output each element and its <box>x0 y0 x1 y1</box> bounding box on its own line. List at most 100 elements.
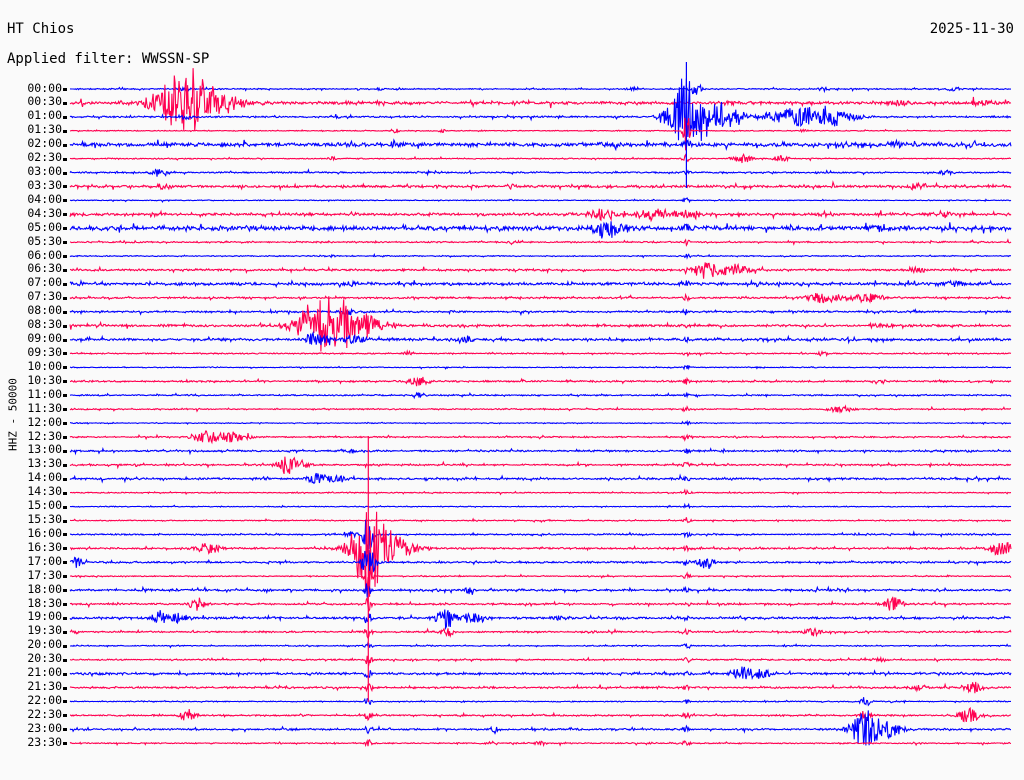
time-row-label: 06:30 <box>27 261 62 276</box>
row-tick-mark <box>63 227 67 231</box>
time-row-label: 21:30 <box>27 679 62 694</box>
seismic-trace <box>69 364 1012 371</box>
row-tick-mark <box>63 129 67 133</box>
row-tick-mark <box>63 644 67 648</box>
row-tick-mark <box>63 742 67 746</box>
time-row-label: 20:30 <box>27 651 62 666</box>
row-tick-mark <box>63 101 67 105</box>
time-row-label: 21:00 <box>27 665 62 680</box>
time-row-label: 15:00 <box>27 498 62 513</box>
time-row-label: 10:30 <box>27 372 62 387</box>
time-row-label: 18:30 <box>27 595 62 610</box>
row-tick-mark <box>63 449 67 453</box>
seismic-trace <box>69 278 1012 289</box>
time-row-label: 07:00 <box>27 275 62 290</box>
seismic-trace <box>69 330 1012 346</box>
row-tick-mark <box>63 157 67 161</box>
seismic-trace <box>69 138 1012 152</box>
row-tick-mark <box>63 533 67 537</box>
seismic-trace <box>69 252 1012 260</box>
row-tick-mark <box>63 213 67 217</box>
seismic-trace <box>69 221 1012 239</box>
seismic-trace <box>69 447 1012 456</box>
time-row-label: 00:30 <box>27 94 62 109</box>
time-row-label: 17:30 <box>27 567 62 582</box>
time-row-label: 08:30 <box>27 317 62 332</box>
row-tick-mark <box>63 686 67 690</box>
seismic-trace <box>69 376 1012 387</box>
time-row-label: 13:00 <box>27 442 62 457</box>
seismic-trace <box>69 296 1012 352</box>
seismic-trace <box>69 391 1012 400</box>
time-row-label: 01:30 <box>27 122 62 137</box>
row-tick-mark <box>63 338 67 342</box>
row-tick-mark <box>63 394 67 398</box>
seismic-trace <box>69 307 1012 317</box>
row-tick-mark <box>63 575 67 579</box>
seismic-trace <box>69 78 1012 142</box>
seismic-trace <box>69 596 1011 613</box>
seismic-trace <box>69 168 1012 177</box>
time-row-label: 02:00 <box>27 136 62 151</box>
row-tick-mark <box>63 547 67 551</box>
seismic-trace <box>69 655 1012 667</box>
row-tick-mark <box>63 199 67 203</box>
seismic-trace <box>69 238 1012 247</box>
time-row-label: 05:30 <box>27 233 62 248</box>
row-tick-mark <box>63 366 67 370</box>
station-title: HT Chios <box>7 21 75 37</box>
row-tick-mark <box>63 171 67 175</box>
row-tick-mark <box>63 630 67 634</box>
seismic-trace <box>69 681 1012 694</box>
time-row-label: 03:30 <box>27 177 62 192</box>
seismic-trace <box>69 404 1011 414</box>
seismic-trace <box>69 609 1012 631</box>
row-tick-mark <box>63 296 67 300</box>
time-row-label: 00:00 <box>27 80 62 95</box>
row-tick-mark <box>63 115 67 119</box>
time-row-label: 18:00 <box>27 581 62 596</box>
seismic-trace <box>69 583 1012 598</box>
row-tick-mark <box>63 700 67 704</box>
row-tick-mark <box>63 561 67 565</box>
seismic-trace <box>69 292 1012 304</box>
time-row-label: 09:30 <box>27 344 62 359</box>
applied-filter-label: Applied filter: WWSSN-SP <box>7 51 210 67</box>
row-tick-mark <box>63 505 67 509</box>
row-tick-mark <box>63 422 67 426</box>
seismic-trace <box>69 83 1011 95</box>
seismic-trace <box>69 666 1012 681</box>
time-row-label: 03:00 <box>27 164 62 179</box>
row-tick-mark <box>63 436 67 439</box>
seismic-trace <box>69 517 1012 524</box>
row-tick-mark <box>63 519 67 523</box>
row-tick-mark <box>63 477 67 481</box>
time-row-label: 05:00 <box>27 219 62 234</box>
row-tick-mark <box>63 380 67 384</box>
row-tick-mark <box>63 282 67 286</box>
row-tick-mark <box>63 143 67 147</box>
time-row-label: 10:00 <box>27 358 62 373</box>
seismic-trace <box>69 626 1012 640</box>
row-tick-mark <box>63 255 67 259</box>
time-row-label: 11:30 <box>27 400 62 415</box>
row-tick-mark <box>63 589 67 593</box>
seismic-trace <box>69 456 1012 474</box>
time-row-label: 22:00 <box>27 692 62 707</box>
row-tick-mark <box>63 463 67 467</box>
seismic-trace <box>69 349 1012 358</box>
row-tick-mark <box>63 88 67 91</box>
seismic-trace <box>70 419 1012 426</box>
seismic-trace <box>69 262 1012 279</box>
time-row-label: 14:00 <box>27 470 62 485</box>
time-row-label: 12:30 <box>27 428 62 443</box>
seismic-trace <box>69 511 1012 597</box>
seismic-trace <box>69 707 1012 724</box>
row-tick-mark <box>63 658 67 662</box>
time-row-label: 07:30 <box>27 289 62 304</box>
time-row-label: 01:00 <box>27 108 62 123</box>
time-row-label: 20:00 <box>27 637 62 652</box>
seismic-trace <box>69 519 1012 554</box>
